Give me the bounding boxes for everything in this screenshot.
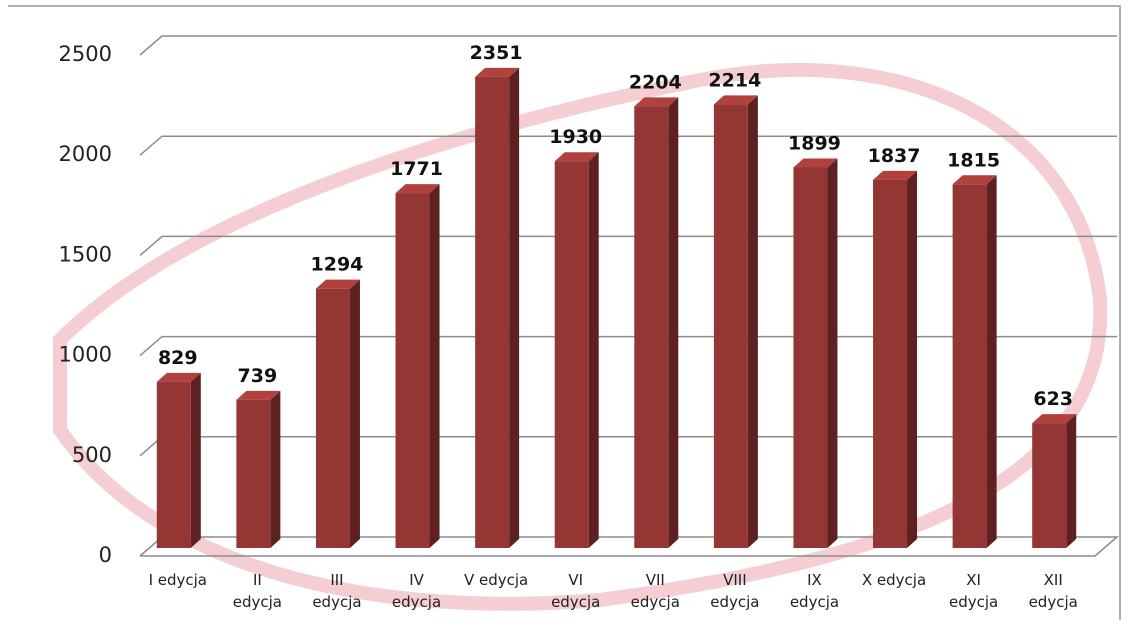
value-label: 2351 xyxy=(470,42,523,64)
y-tick-label: 0 xyxy=(99,543,112,567)
bar xyxy=(873,170,918,548)
bar-front xyxy=(475,76,510,549)
bar-front xyxy=(873,179,908,548)
value-label: 1930 xyxy=(549,126,602,148)
value-label: 829 xyxy=(158,347,198,369)
bar xyxy=(1032,414,1077,548)
bar xyxy=(475,67,520,549)
bar xyxy=(236,390,281,548)
bar-top xyxy=(236,390,281,400)
bar-side xyxy=(1066,414,1077,548)
x-tick-label: X edycja xyxy=(862,571,926,589)
bar-side xyxy=(190,372,201,548)
bar-side xyxy=(429,184,440,548)
bar-side xyxy=(827,158,838,548)
value-label: 1294 xyxy=(311,254,364,276)
y-tick-label: 2500 xyxy=(59,42,112,66)
value-label: 1815 xyxy=(947,149,1000,171)
bar-top xyxy=(315,279,360,289)
bar-top xyxy=(554,152,599,162)
x-tick-label: XI edycja xyxy=(949,571,998,611)
bar-top xyxy=(873,170,918,180)
x-tick-label: VI edycja xyxy=(551,571,600,611)
x-tick-label: IX edycja xyxy=(790,571,839,611)
bar-front xyxy=(315,288,350,548)
x-tick-label: III edycja xyxy=(312,571,361,611)
y-tick-label: 1500 xyxy=(59,242,112,266)
bar xyxy=(395,184,440,548)
bar-side xyxy=(349,279,360,548)
frame xyxy=(8,5,1121,620)
bar-side xyxy=(907,170,918,548)
x-tick-label: V edycja xyxy=(464,571,528,589)
bar-side xyxy=(747,95,758,549)
bar-top xyxy=(952,175,997,185)
bar-side xyxy=(668,97,679,549)
bar-side xyxy=(588,152,599,548)
value-label: 739 xyxy=(238,365,278,387)
x-tick-label: VII edycja xyxy=(631,571,680,611)
x-tick-label: XII edycja xyxy=(1029,571,1078,611)
bar-front xyxy=(952,184,987,549)
bar-front xyxy=(395,193,430,548)
bar-top xyxy=(1032,414,1077,424)
bar-front xyxy=(156,381,191,548)
bar-top xyxy=(793,158,838,168)
bar xyxy=(554,152,599,548)
bar-side xyxy=(986,175,997,549)
x-tick-label: I edycja xyxy=(149,571,207,589)
bar-top xyxy=(395,184,440,194)
value-label: 1771 xyxy=(390,158,443,180)
y-tick-label: 1000 xyxy=(59,343,112,367)
x-tick-label: II edycja xyxy=(233,571,282,611)
x-tick-label: VIII edycja xyxy=(710,571,759,611)
bar-top xyxy=(475,67,520,77)
bar-side xyxy=(509,67,520,549)
bar-front xyxy=(793,167,828,548)
y-tick-label: 500 xyxy=(72,443,112,467)
value-label: 623 xyxy=(1033,388,1073,410)
bar-front xyxy=(554,161,589,548)
bar-front xyxy=(634,106,669,549)
bar-front xyxy=(236,399,271,548)
bar-front xyxy=(1032,423,1067,548)
value-label: 1837 xyxy=(868,145,921,167)
value-label: 2214 xyxy=(708,69,761,91)
watermark xyxy=(53,62,1108,611)
bar-top xyxy=(634,97,679,107)
value-label: 2204 xyxy=(629,71,682,93)
bar-side xyxy=(270,390,281,548)
y-tick-label: 2000 xyxy=(59,142,112,166)
grid-line xyxy=(139,536,1120,557)
bar xyxy=(713,95,758,549)
bar-front xyxy=(713,104,748,549)
bar-top xyxy=(156,372,201,382)
grid-line xyxy=(139,135,1117,156)
bar xyxy=(793,158,838,548)
x-tick-label: IV edycja xyxy=(392,571,441,611)
value-label: 1899 xyxy=(788,132,841,154)
grid-line xyxy=(139,35,1117,56)
bar xyxy=(156,372,201,548)
bar xyxy=(315,279,360,548)
bar xyxy=(634,97,679,549)
bar-top xyxy=(713,95,758,105)
bar xyxy=(952,175,997,549)
